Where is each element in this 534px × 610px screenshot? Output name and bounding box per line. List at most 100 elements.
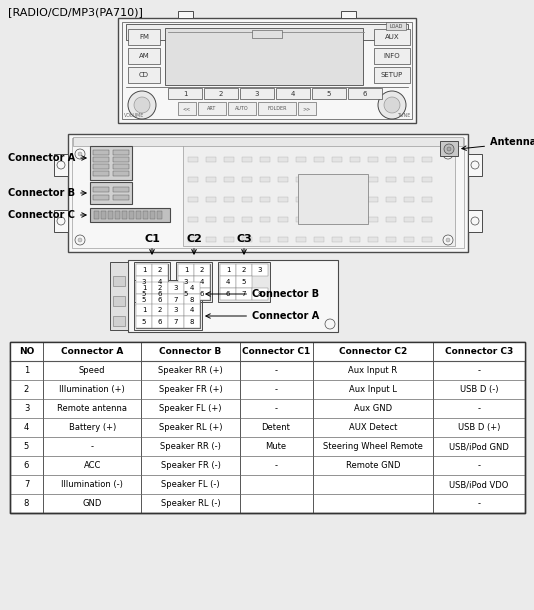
Text: Remote antenna: Remote antenna [57,404,127,413]
Bar [136,264,168,300]
Bar [368,177,378,182]
Bar [184,282,200,294]
Bar [242,177,252,182]
Bar [178,264,194,276]
Bar [113,316,125,326]
Bar [178,288,194,300]
Bar [90,146,132,180]
Bar [188,177,198,182]
Bar [296,177,306,182]
Circle shape [444,144,454,154]
Text: Battery (+): Battery (+) [68,423,116,432]
Text: FOLDER: FOLDER [267,107,287,112]
Text: VOLUME: VOLUME [124,113,144,118]
Bar [68,134,468,252]
Text: 4: 4 [190,285,194,291]
Text: 6: 6 [363,90,367,96]
Bar [178,276,194,288]
Text: USB/iPod VDO: USB/iPod VDO [449,480,509,489]
Bar [386,197,396,202]
Bar [206,197,216,202]
Text: 3: 3 [174,307,178,313]
Text: 6: 6 [158,291,162,297]
Text: Speaker RL (-): Speaker RL (-) [161,499,220,508]
Text: 7: 7 [24,480,29,489]
Bar [332,157,342,162]
Text: NO: NO [19,347,34,356]
Bar [194,264,210,276]
Text: USB D (+): USB D (+) [458,423,500,432]
Bar [296,157,306,162]
Bar [260,157,270,162]
Bar [404,157,414,162]
Circle shape [134,97,150,113]
Text: 7: 7 [174,319,178,325]
Text: Speaker FR (+): Speaker FR (+) [159,385,222,394]
Bar [113,150,129,155]
Bar [115,211,120,219]
Bar [350,197,360,202]
Bar [404,217,414,222]
Bar [126,24,408,40]
Bar [350,157,360,162]
Text: 1: 1 [184,267,189,273]
Text: Connector C2: Connector C2 [339,347,407,356]
Bar [157,211,162,219]
Bar [348,88,382,99]
Bar [168,294,184,306]
Bar [198,102,226,115]
Bar [188,237,198,242]
Bar [422,157,432,162]
Bar [224,197,234,202]
Bar [152,264,168,276]
Bar [260,197,270,202]
Text: Aux Input L: Aux Input L [349,385,397,394]
Bar [168,88,202,99]
Text: 3: 3 [258,267,262,273]
Text: INFO: INFO [384,53,400,59]
Bar [236,288,252,300]
Text: Connector A: Connector A [61,347,123,356]
Bar [10,342,525,513]
Text: 1: 1 [142,285,146,291]
Text: 4: 4 [226,279,230,285]
Bar [206,157,216,162]
Bar [404,237,414,242]
Bar [178,11,193,18]
Bar [374,48,410,64]
Bar [368,237,378,242]
Text: -: - [477,499,481,508]
Bar [252,264,268,276]
Bar [314,177,324,182]
Text: 4: 4 [24,423,29,432]
Text: AM: AM [139,53,150,59]
Bar [183,144,455,246]
Bar [260,177,270,182]
Text: 4: 4 [200,279,204,285]
Bar [122,22,412,119]
Text: [RADIO/CD/MP3(PA710)]: [RADIO/CD/MP3(PA710)] [8,7,143,17]
Bar [224,217,234,222]
Bar [236,276,252,288]
Bar [128,260,338,332]
Bar [368,217,378,222]
Bar [194,288,210,300]
Bar [204,88,238,99]
Bar [108,211,113,219]
Bar [10,342,525,513]
Text: AUX Detect: AUX Detect [349,423,397,432]
Bar [404,177,414,182]
Bar [110,262,128,330]
Bar [350,217,360,222]
Bar [178,102,196,115]
Text: SETUP: SETUP [381,72,403,78]
Text: -: - [274,461,278,470]
Bar [224,157,234,162]
Bar [128,29,160,45]
Text: Antenna Jack: Antenna Jack [462,137,534,150]
Text: 7: 7 [174,297,178,303]
Bar [188,197,198,202]
Text: Aux Input R: Aux Input R [348,366,397,375]
Bar [136,316,152,328]
Text: Speaker RR (-): Speaker RR (-) [160,442,221,451]
